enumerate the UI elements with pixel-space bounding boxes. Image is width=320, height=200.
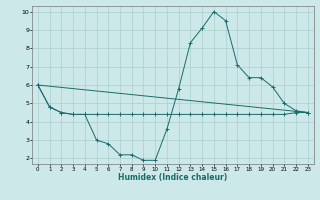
- X-axis label: Humidex (Indice chaleur): Humidex (Indice chaleur): [118, 173, 228, 182]
